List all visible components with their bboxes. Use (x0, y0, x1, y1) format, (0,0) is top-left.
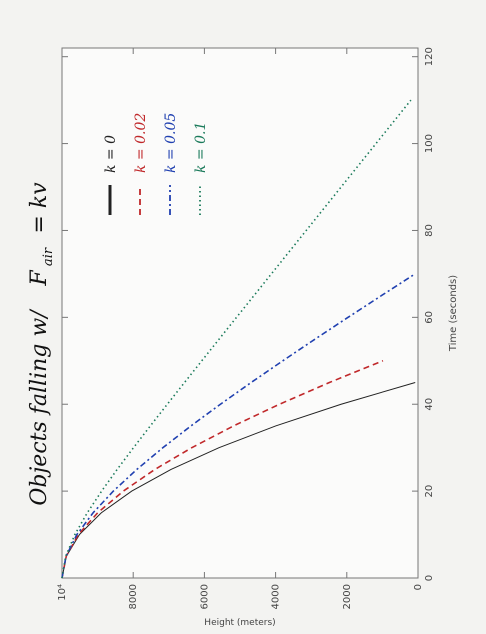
legend-label: k = 0.02 (133, 113, 149, 173)
series-line (61, 273, 416, 579)
x-tick-label: 0 (424, 575, 435, 581)
force-subscript: air (41, 247, 56, 266)
y-axis-label: Height (meters) (204, 618, 275, 628)
y-tick-label: 8000 (128, 584, 139, 609)
plot-frame (61, 47, 419, 579)
x-tick-label: 20 (424, 485, 435, 498)
x-tick-label: 80 (424, 224, 435, 237)
legend-label: k = 0.05 (163, 113, 179, 173)
x-tick-label: 120 (424, 47, 435, 66)
series-line (61, 99, 412, 579)
force-symbol: F (27, 270, 52, 287)
y-tick-label: 2000 (342, 584, 353, 609)
x-axis-label: Time (seconds) (448, 275, 459, 352)
y-tick-label: 0 (413, 584, 424, 590)
x-tick-label: 40 (424, 398, 435, 411)
legend-label: k = 0 (103, 135, 119, 173)
rotated-plot: Objects falling w/ F air = kv Height (me… (27, 47, 459, 628)
force-rhs: = kv (27, 182, 52, 234)
y-tick-label: 10⁴ (57, 584, 68, 601)
x-tick-label: 100 (424, 134, 435, 153)
x-tick-label: 60 (424, 311, 435, 324)
chart-title: Objects falling w/ (27, 308, 52, 506)
y-tick-label: 6000 (199, 584, 210, 609)
legend-label: k = 0.1 (193, 122, 209, 173)
y-tick-label: 4000 (271, 584, 282, 609)
